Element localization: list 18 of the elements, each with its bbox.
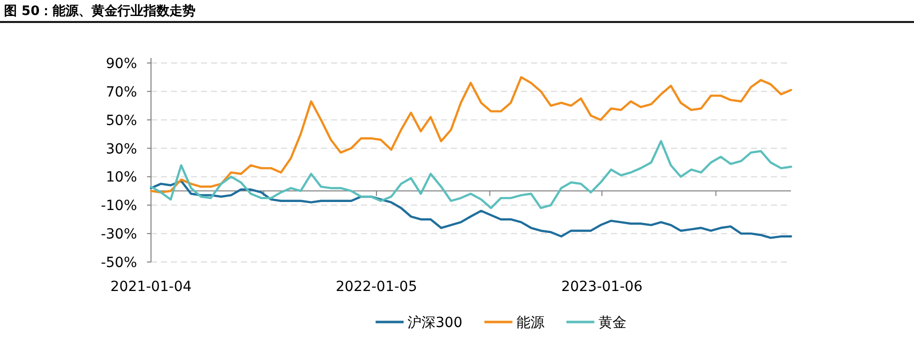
legend-label: 黄金 <box>598 315 626 331</box>
x-tick-label: 2021-01-04 <box>110 279 192 295</box>
y-tick-label: -10% <box>100 198 137 214</box>
y-tick-label: 30% <box>106 141 137 158</box>
legend-label: 沪深300 <box>408 315 462 331</box>
legend-label: 能源 <box>516 315 544 331</box>
y-tick-label: 50% <box>106 112 137 129</box>
y-tick-label: 70% <box>106 84 137 100</box>
chart-title: 图 50：能源、黄金行业指数走势 <box>4 3 196 19</box>
x-tick-label: 2023-01-06 <box>561 279 643 295</box>
line-series <box>150 76 792 194</box>
y-tick-label: -30% <box>100 226 137 243</box>
line-series <box>150 180 792 239</box>
x-tick-label: 2022-01-05 <box>336 279 418 295</box>
line-series <box>150 140 792 210</box>
y-tick-label: -50% <box>100 255 137 271</box>
y-tick-label: 90% <box>106 56 137 72</box>
y-tick-label: 10% <box>106 170 137 186</box>
